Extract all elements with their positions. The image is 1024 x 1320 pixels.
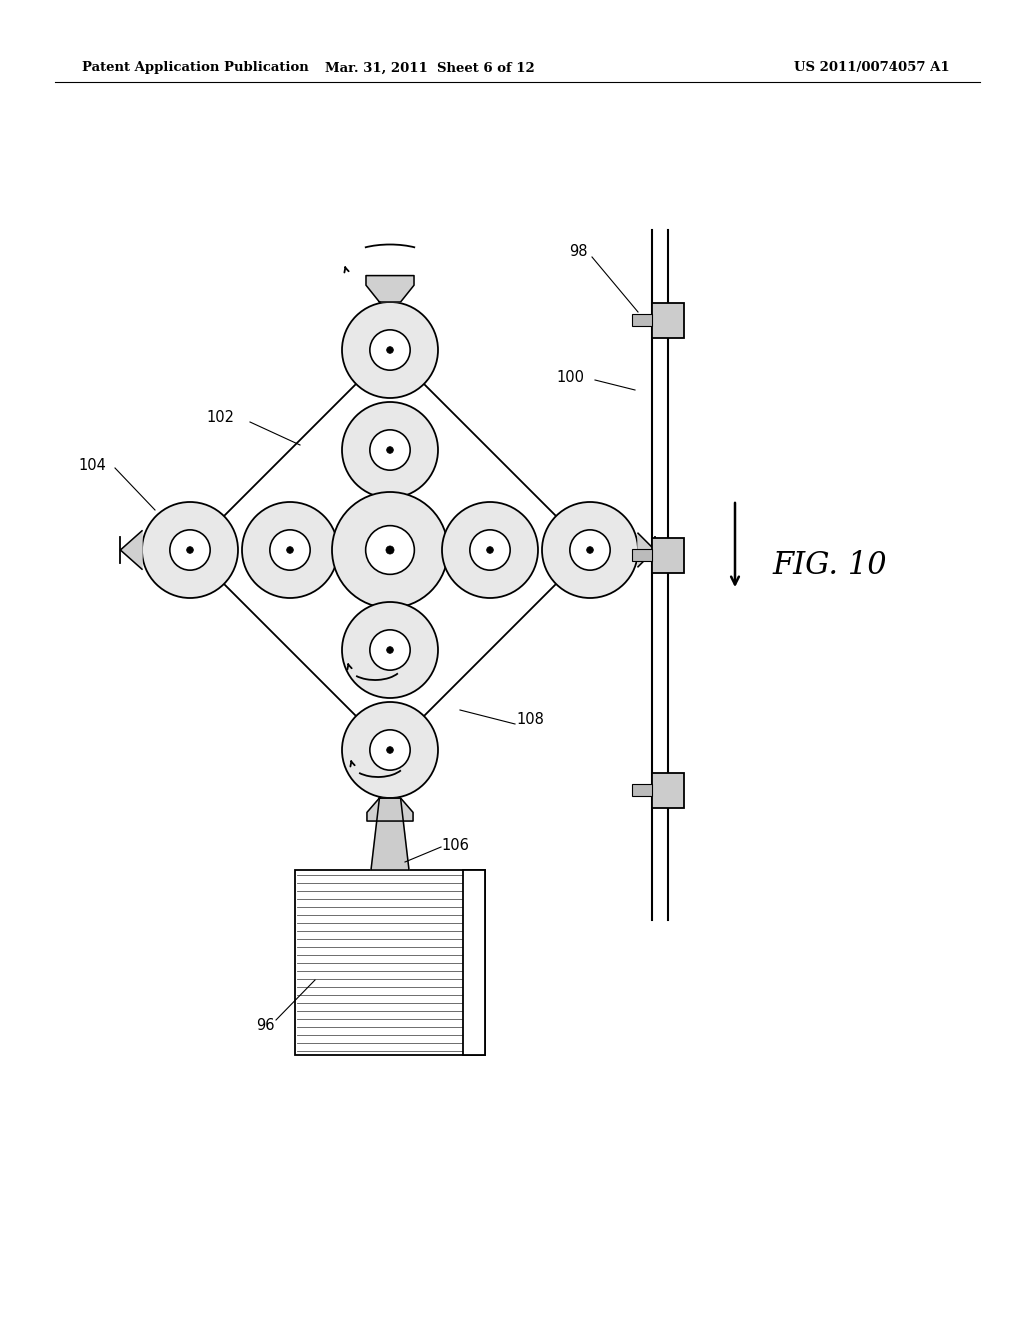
Bar	[295, 870, 485, 1055]
Circle shape	[342, 302, 438, 399]
Text: 102: 102	[206, 411, 234, 425]
Polygon shape	[638, 533, 654, 566]
Bar	[632, 549, 652, 561]
Bar	[632, 784, 652, 796]
Circle shape	[542, 502, 638, 598]
Circle shape	[386, 546, 394, 554]
Circle shape	[387, 446, 393, 453]
Circle shape	[387, 647, 393, 653]
Circle shape	[170, 529, 210, 570]
Circle shape	[587, 546, 593, 553]
Circle shape	[569, 529, 610, 570]
Bar	[463, 870, 485, 1055]
Circle shape	[442, 502, 538, 598]
Text: 100: 100	[556, 371, 584, 385]
Text: Patent Application Publication: Patent Application Publication	[82, 62, 309, 74]
Circle shape	[332, 492, 449, 609]
Circle shape	[342, 602, 438, 698]
Circle shape	[370, 330, 411, 370]
Text: 98: 98	[568, 244, 587, 260]
Text: US 2011/0074057 A1: US 2011/0074057 A1	[795, 62, 950, 74]
Circle shape	[342, 403, 438, 498]
Circle shape	[387, 347, 393, 354]
Bar	[652, 302, 684, 338]
Polygon shape	[371, 799, 409, 870]
Circle shape	[342, 702, 438, 799]
Circle shape	[470, 529, 510, 570]
Circle shape	[370, 730, 411, 770]
Circle shape	[186, 546, 194, 553]
Circle shape	[370, 630, 411, 671]
Circle shape	[387, 747, 393, 754]
Polygon shape	[367, 799, 413, 821]
Polygon shape	[366, 276, 414, 302]
Circle shape	[370, 430, 411, 470]
Text: 104: 104	[78, 458, 105, 473]
Circle shape	[287, 546, 293, 553]
Bar	[632, 314, 652, 326]
Text: 108: 108	[516, 713, 544, 727]
Bar	[652, 772, 684, 808]
Circle shape	[142, 502, 238, 598]
Circle shape	[486, 546, 494, 553]
Text: FIG. 10: FIG. 10	[773, 549, 888, 581]
Text: 106: 106	[441, 837, 469, 853]
Text: 96: 96	[256, 1018, 274, 1032]
Polygon shape	[121, 531, 142, 569]
Text: Mar. 31, 2011  Sheet 6 of 12: Mar. 31, 2011 Sheet 6 of 12	[326, 62, 535, 74]
Circle shape	[366, 525, 415, 574]
Circle shape	[270, 529, 310, 570]
Bar	[652, 537, 684, 573]
Circle shape	[242, 502, 338, 598]
